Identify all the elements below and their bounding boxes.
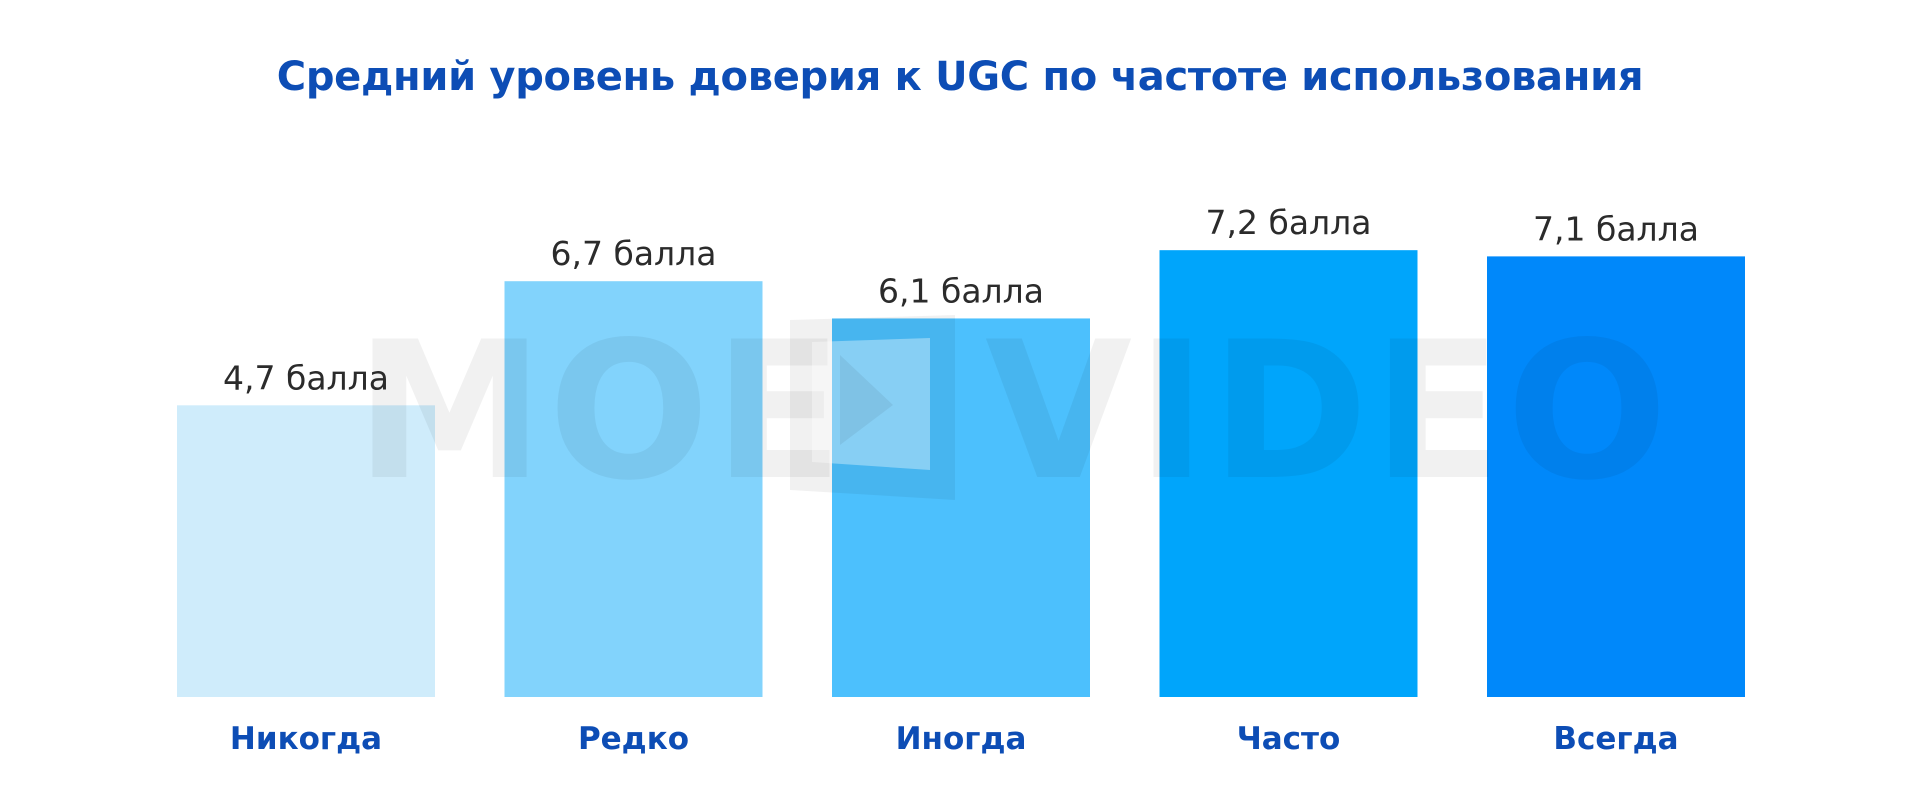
value-label-1: 4,7 балла [223, 358, 389, 397]
category-label-1: Никогда [230, 721, 382, 757]
chart-title: Средний уровень доверия к UGC по частоте… [277, 54, 1643, 100]
bar-3 [832, 318, 1090, 697]
play-icon [790, 315, 955, 500]
value-label-4: 7,2 балла [1206, 203, 1372, 242]
bars-layer [177, 250, 1745, 698]
value-label-5: 7,1 балла [1533, 209, 1699, 248]
category-label-3: Иногда [896, 721, 1027, 757]
category-label-4: Часто [1237, 721, 1341, 757]
watermark-text-left: MOE [355, 301, 847, 522]
value-label-2: 6,7 балла [551, 234, 717, 273]
labels-layer: 4,7 балла Никогда 6,7 балла Редко 6,1 балла И… [223, 203, 1699, 757]
bar-5 [1487, 256, 1745, 697]
category-label-2: Редко [578, 721, 689, 757]
value-label-3: 6,1 балла [878, 271, 1044, 310]
watermark-text-right: VIDEO [985, 301, 1672, 522]
bar-1 [177, 405, 435, 697]
category-label-5: Всегда [1553, 721, 1678, 757]
watermark: MOE VIDEO [355, 301, 1672, 522]
bar-4 [1159, 250, 1418, 698]
bar-2 [504, 281, 763, 697]
